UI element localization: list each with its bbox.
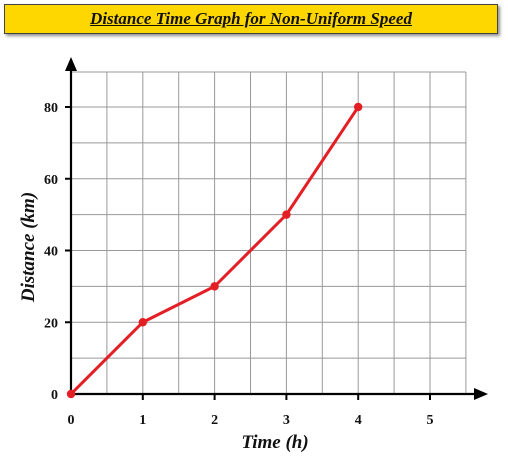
data-point [66, 389, 76, 399]
tick-labels: 0 20 40 60 80 0 1 2 3 4 5 [44, 101, 434, 428]
data-point [138, 318, 147, 327]
x-axis-arrow [474, 388, 488, 400]
title-banner: Distance Time Graph for Non-Uniform Spee… [4, 4, 498, 34]
y-tick-label: 20 [44, 316, 58, 331]
chart-title: Distance Time Graph for Non-Uniform Spee… [90, 9, 412, 28]
x-tick-label: 5 [427, 413, 434, 428]
y-tick-label: 80 [44, 101, 58, 116]
x-axis-label: Time (h) [241, 432, 308, 453]
series [66, 102, 363, 399]
x-tick-label: 3 [283, 413, 290, 428]
grid [71, 71, 467, 394]
y-axis-arrow [65, 57, 77, 71]
data-point [282, 210, 291, 219]
axes [65, 57, 488, 400]
y-tick-label: 60 [44, 173, 58, 188]
x-tick-label: 4 [355, 413, 362, 428]
x-tick-label: 1 [139, 413, 146, 428]
y-axis-label: Distance (km) [18, 192, 39, 303]
x-tick-label: 0 [68, 413, 75, 428]
data-point [210, 282, 219, 291]
x-tick-label: 2 [211, 413, 218, 428]
y-tick-label: 40 [44, 245, 58, 260]
y-tick-label: 0 [51, 388, 58, 403]
data-point [354, 102, 363, 112]
